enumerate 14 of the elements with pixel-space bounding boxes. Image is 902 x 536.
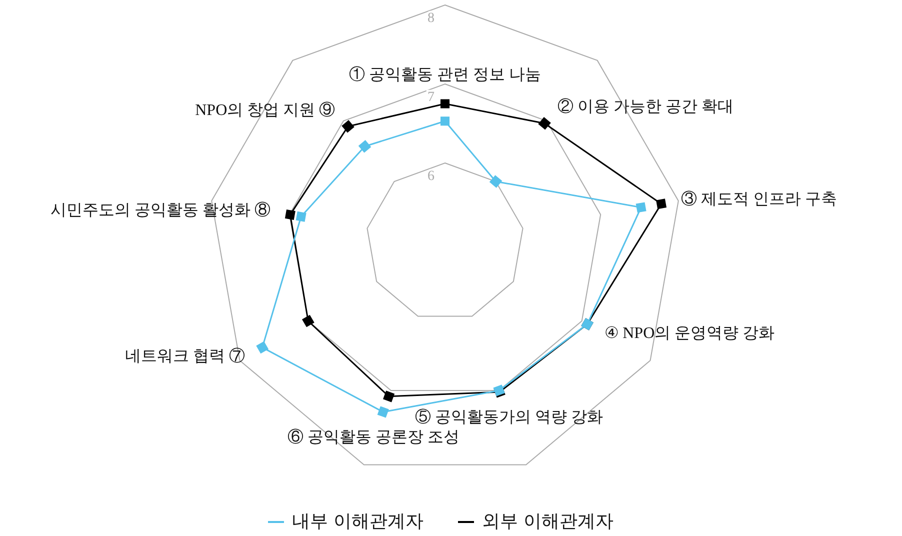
spoke-label: NPO의 창업 지원 ⑨ bbox=[195, 100, 336, 119]
spoke-label: ③ 제도적 인프라 구축 bbox=[680, 190, 837, 208]
spoke-label: ⑥ 공익활동 공론장 조성 bbox=[288, 428, 460, 446]
spoke-label: ④ NPO의 운영역량 강화 bbox=[604, 324, 775, 342]
y-tick-label: 8 bbox=[428, 11, 434, 26]
legend-label: 외부 이해관계자 bbox=[482, 510, 614, 532]
spoke-label: 시민주도의 공익활동 활성화 ⑧ bbox=[50, 200, 270, 219]
y-tick-label: 6 bbox=[428, 169, 434, 184]
legend-label: 내부 이해관계자 bbox=[292, 510, 424, 532]
spoke-label: 네트워크 협력 ⑦ bbox=[125, 347, 246, 366]
spoke-label: ① 공익활동 관련 정보 나눔 bbox=[349, 65, 541, 84]
spoke-label: ⑤ 공익활동가의 역량 강화 bbox=[415, 408, 604, 426]
y-tick-label: 7 bbox=[428, 90, 434, 106]
spoke-label: ② 이용 가능한 공간 확대 bbox=[557, 98, 734, 116]
